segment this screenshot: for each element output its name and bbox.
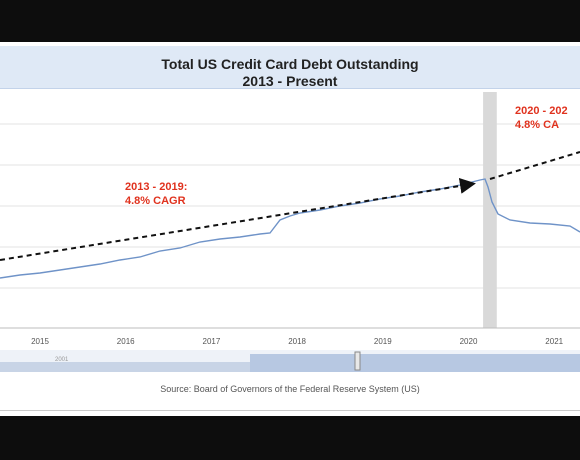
- x-tick-label-2021: 2021: [545, 337, 563, 346]
- bottom-divider: [0, 410, 580, 411]
- x-tick-label-2015: 2015: [31, 337, 49, 346]
- title-band: Total US Credit Card Debt Outstanding 20…: [0, 46, 580, 89]
- x-tick-label-2017: 2017: [203, 337, 221, 346]
- top-letterbox: [0, 0, 580, 42]
- trend-line-2013-2019: [0, 178, 476, 261]
- chart-panel: Total US Credit Card Debt Outstanding 20…: [0, 42, 580, 416]
- credit-card-debt-line: [0, 178, 580, 279]
- navigator-history-fill: [0, 362, 250, 372]
- x-tick-label-2020: 2020: [460, 337, 478, 346]
- line-chart: 2015 2016 2017 2018 2019 2020 2021 2013 - 2019:…: [0, 92, 580, 372]
- trend-line-2020-onward: [489, 151, 580, 180]
- bottom-letterbox: [0, 416, 580, 460]
- chart-title: Total US Credit Card Debt Outstanding: [161, 56, 419, 72]
- navigator-handle: [354, 351, 361, 371]
- x-tick-label-2016: 2016: [117, 337, 135, 346]
- annotation-pre-covid-line-0: 2013 - 2019:: [125, 181, 187, 193]
- chart-subtitle: 2013 - Present: [242, 73, 338, 89]
- x-tick-label-2019: 2019: [374, 337, 392, 346]
- navigator-window: [250, 354, 580, 372]
- annotation-pre-covid-line-1: 4.8% CAGR: [125, 195, 186, 207]
- navigator-year-label: 2001: [55, 357, 69, 363]
- annotation-post-covid-line-0: 2020 - 202: [515, 105, 568, 117]
- recession-shade: [483, 92, 497, 328]
- x-tick-label-2018: 2018: [288, 337, 306, 346]
- annotation-post-covid-line-1: 4.8% CA: [515, 119, 559, 131]
- source-note: Source: Board of Governors of the Federa…: [160, 384, 420, 394]
